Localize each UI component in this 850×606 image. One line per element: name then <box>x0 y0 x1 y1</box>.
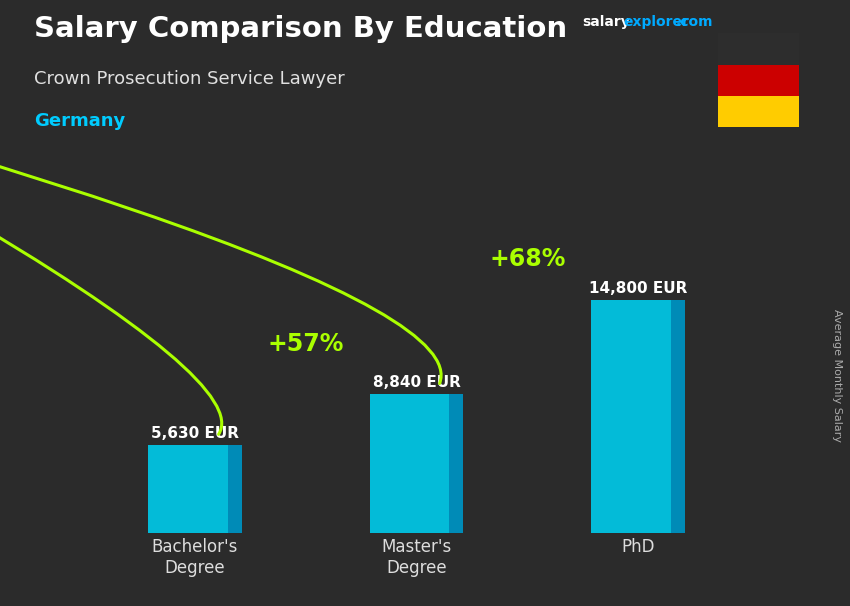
Text: salary: salary <box>582 15 630 29</box>
Text: Salary Comparison By Education: Salary Comparison By Education <box>34 15 567 43</box>
Text: Crown Prosecution Service Lawyer: Crown Prosecution Service Lawyer <box>34 70 345 88</box>
Bar <box>671 300 684 533</box>
Text: Germany: Germany <box>34 112 125 130</box>
Text: .com: .com <box>676 15 713 29</box>
Bar <box>228 445 241 533</box>
Text: +68%: +68% <box>489 247 565 271</box>
Text: Average Monthly Salary: Average Monthly Salary <box>832 309 842 442</box>
Text: explorer: explorer <box>623 15 688 29</box>
Bar <box>592 300 684 533</box>
Bar <box>149 445 241 533</box>
Text: 5,630 EUR: 5,630 EUR <box>151 425 239 441</box>
Text: 14,800 EUR: 14,800 EUR <box>589 281 687 296</box>
Bar <box>449 394 463 533</box>
Text: 8,840 EUR: 8,840 EUR <box>372 375 461 390</box>
Text: +57%: +57% <box>268 331 344 356</box>
Bar <box>370 394 463 533</box>
